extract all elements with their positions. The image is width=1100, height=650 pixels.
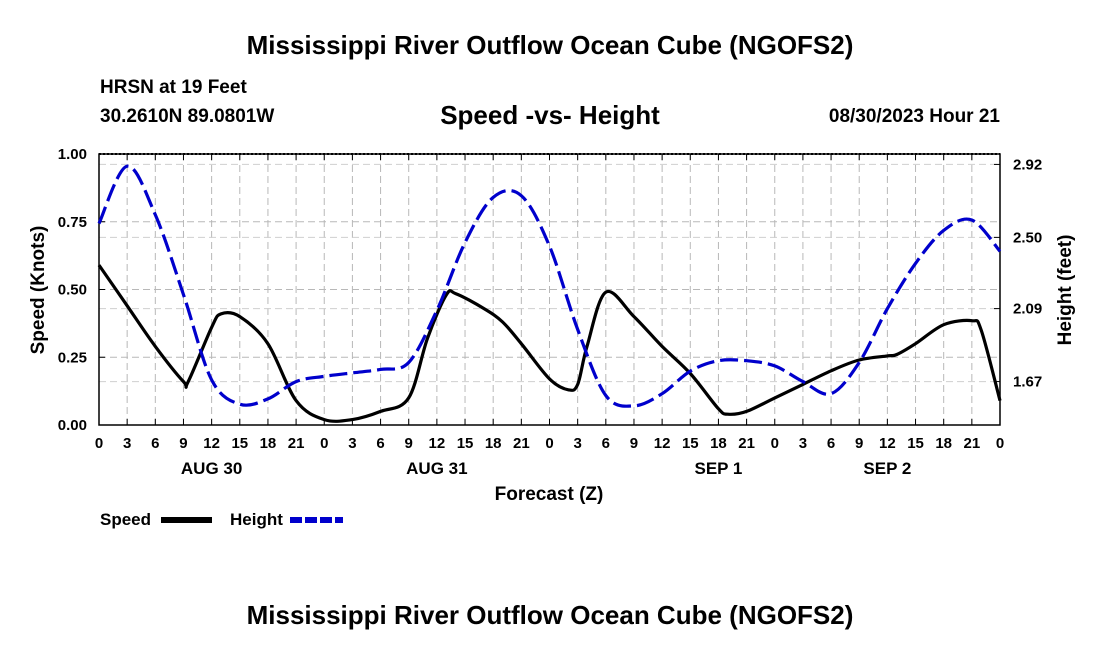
x-tick-label: 6 <box>602 435 610 452</box>
y2-tick-label: 1.67 <box>1013 374 1042 391</box>
date-label: SEP 1 <box>694 459 742 478</box>
series-line-speed <box>97 264 1002 423</box>
y2-tick-label: 2.50 <box>1013 229 1042 246</box>
x-tick-label: 0 <box>320 435 328 452</box>
x-tick-label: 12 <box>429 435 446 452</box>
legend-label-height: Height <box>230 510 283 529</box>
x-tick-label: 0 <box>95 435 103 452</box>
x-tick-label: 12 <box>879 435 896 452</box>
x-tick-label: 21 <box>964 435 981 452</box>
x-tick-label: 0 <box>996 435 1004 452</box>
x-tick-label: 21 <box>513 435 530 452</box>
y-tick-label: 0.25 <box>58 349 87 366</box>
x-tick-label: 18 <box>485 435 502 452</box>
x-tick-label: 0 <box>545 435 553 452</box>
x-tick-label: 9 <box>179 435 187 452</box>
y2-axis-title: Height (feet) <box>1055 235 1076 346</box>
x-tick-label: 9 <box>630 435 638 452</box>
x-tick-label: 18 <box>260 435 277 452</box>
footer-title: Mississippi River Outflow Ocean Cube (NG… <box>246 600 854 630</box>
y-tick-label: 0.75 <box>58 214 87 231</box>
date-label: AUG 30 <box>181 459 242 478</box>
x-tick-label: 15 <box>457 435 474 452</box>
chart-subtitle: Speed -vs- Height <box>440 100 660 130</box>
series <box>97 164 1002 423</box>
coordinates-label: 30.2610N 89.0801W <box>100 106 275 127</box>
station-label: HRSN at 19 Feet <box>100 77 247 98</box>
x-tick-label: 15 <box>907 435 924 452</box>
x-tick-label: 12 <box>203 435 220 452</box>
grid <box>99 154 1000 425</box>
date-label: SEP 2 <box>863 459 911 478</box>
page-title: Mississippi River Outflow Ocean Cube (NG… <box>246 30 854 60</box>
y-axis-title: Speed (Knots) <box>28 226 49 355</box>
y-tick-label: 0.00 <box>58 417 87 434</box>
y2-tick-label: 2.09 <box>1013 301 1042 318</box>
x-tick-label: 9 <box>855 435 863 452</box>
x-tick-label: 9 <box>405 435 413 452</box>
axis-ticks <box>98 153 1001 426</box>
x-tick-label: 3 <box>348 435 356 452</box>
x-tick-label: 6 <box>827 435 835 452</box>
x-tick-label: 21 <box>738 435 755 452</box>
legend-label-speed: Speed <box>100 510 151 529</box>
date-label: AUG 31 <box>406 459 467 478</box>
x-tick-label: 18 <box>935 435 952 452</box>
y-tick-label: 0.50 <box>58 282 87 299</box>
forecast-datetime: 08/30/2023 Hour 21 <box>828 106 1000 127</box>
y-tick-label: 1.00 <box>58 146 87 163</box>
y2-tick-label: 2.92 <box>1013 156 1042 173</box>
x-tick-label: 3 <box>573 435 581 452</box>
x-tick-label: 6 <box>151 435 159 452</box>
x-tick-label: 15 <box>231 435 248 452</box>
legend: Speed Height <box>100 510 343 529</box>
x-tick-label: 6 <box>376 435 384 452</box>
x-tick-label: 12 <box>654 435 671 452</box>
x-tick-label: 15 <box>682 435 699 452</box>
x-tick-label: 18 <box>710 435 727 452</box>
x-tick-label: 3 <box>123 435 131 452</box>
axis-labels: 0 3 6 9 12 15 18 21 0 3 6 9 12 15 18 21 0 3 6 9 12 15 18 21 0 3 6 9… <box>58 146 1042 478</box>
series-line-height <box>97 164 1002 408</box>
x-tick-label: 0 <box>771 435 779 452</box>
x-axis-title: Forecast (Z) <box>495 484 604 505</box>
x-tick-label: 3 <box>799 435 807 452</box>
x-tick-label: 21 <box>288 435 305 452</box>
